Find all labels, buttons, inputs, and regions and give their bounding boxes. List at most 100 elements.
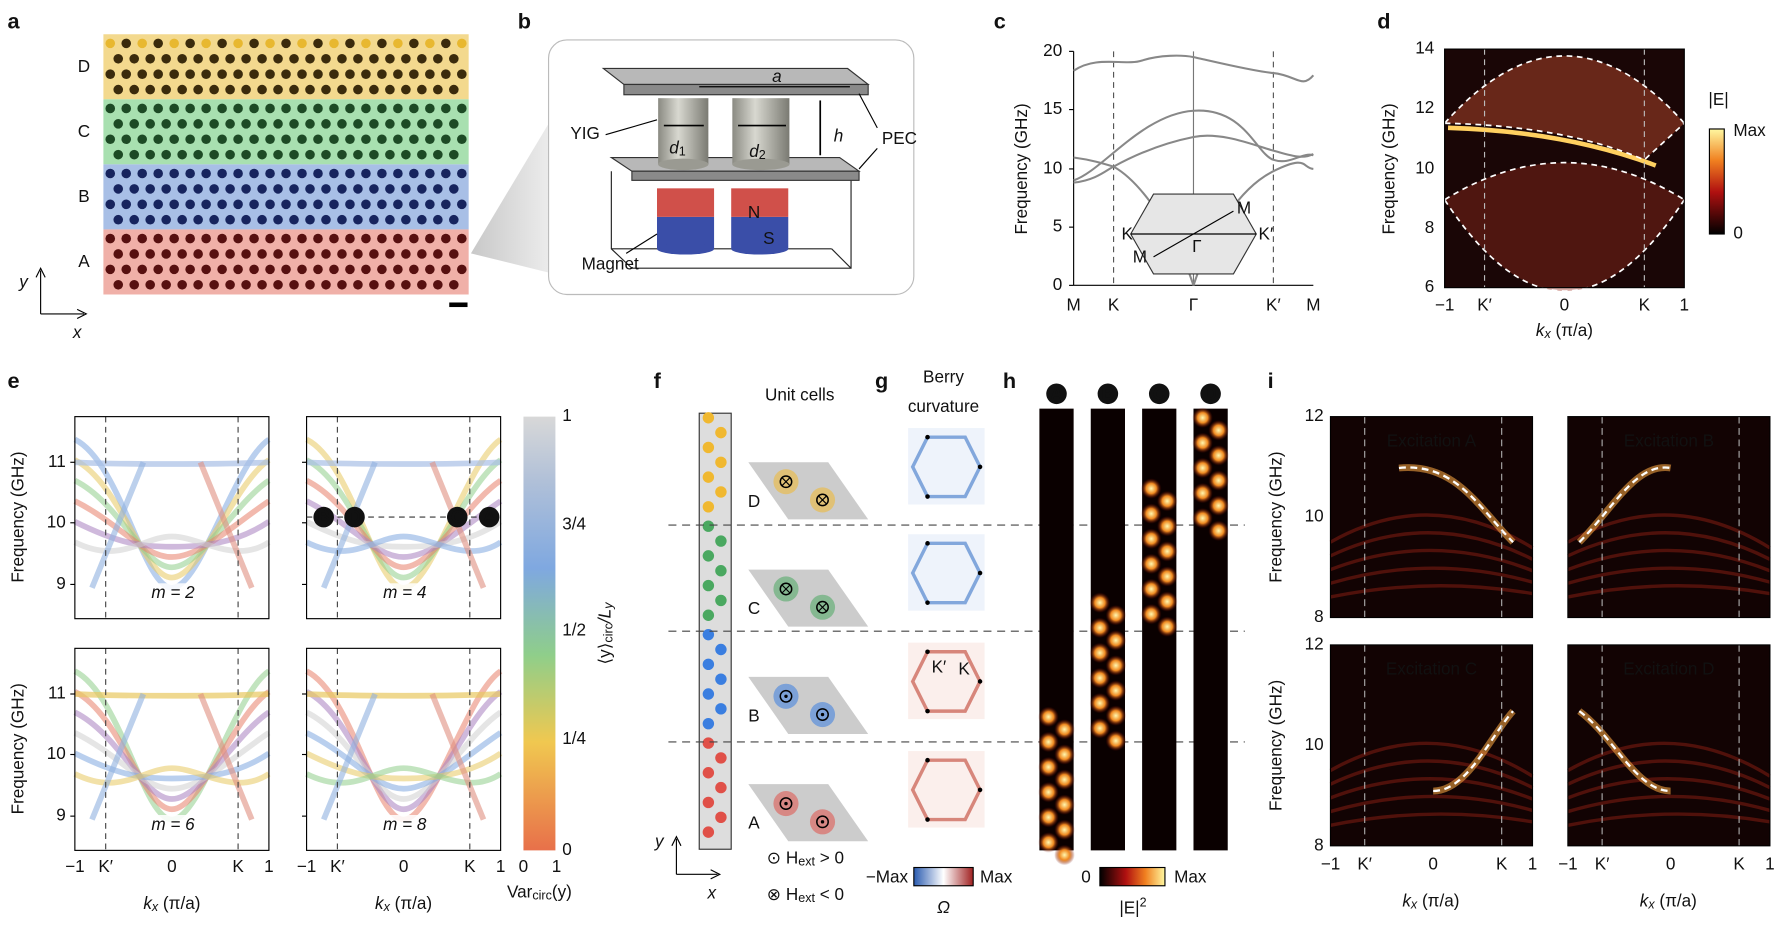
label: Max bbox=[1733, 121, 1766, 140]
lattice-site bbox=[185, 38, 195, 49]
lattice-site bbox=[129, 84, 140, 95]
text-part: k bbox=[1402, 891, 1412, 910]
site bbox=[702, 579, 715, 592]
y-tick-label: 11 bbox=[48, 452, 66, 471]
lattice-site bbox=[377, 38, 387, 49]
line bbox=[605, 119, 658, 136]
lattice-site bbox=[385, 119, 395, 129]
lattice-site bbox=[257, 214, 267, 225]
legend-entry: ⊙ Hext > 0 bbox=[767, 848, 844, 869]
x-tick-label: 1 bbox=[1765, 855, 1775, 874]
colorbar-label: ⟨y⟩circ/Ly bbox=[595, 602, 616, 665]
lattice-site bbox=[457, 199, 467, 210]
label: y bbox=[18, 273, 29, 292]
dot bbox=[1089, 617, 1111, 639]
text-part: k bbox=[1640, 891, 1650, 910]
dot bbox=[1156, 616, 1178, 637]
lattice-site bbox=[281, 69, 291, 79]
colorbar-tick: 1 bbox=[562, 406, 572, 425]
unit-cell bbox=[748, 462, 869, 520]
lattice-site bbox=[441, 233, 451, 244]
site bbox=[715, 781, 727, 794]
lattice-site bbox=[209, 149, 219, 160]
y-axis-label: Frequency (GHz) bbox=[8, 683, 27, 814]
text-part: 1 bbox=[679, 145, 686, 159]
lattice-site bbox=[297, 199, 307, 210]
band bbox=[1073, 134, 1314, 184]
dot bbox=[1156, 591, 1178, 612]
lattice-site bbox=[161, 249, 171, 259]
lattice-site bbox=[193, 149, 203, 160]
lattice-site bbox=[441, 199, 451, 210]
text-part: circ bbox=[532, 889, 552, 903]
shape bbox=[1444, 122, 1685, 161]
lattice-site bbox=[393, 264, 403, 275]
band-region bbox=[1444, 55, 1685, 160]
scale-bar bbox=[449, 302, 468, 308]
lattice-site bbox=[129, 53, 140, 64]
lattice-site bbox=[201, 103, 211, 114]
lattice-site bbox=[233, 69, 243, 79]
lattice-site bbox=[233, 134, 243, 145]
lattice-site bbox=[433, 279, 443, 290]
dot bbox=[1054, 844, 1075, 866]
shape bbox=[306, 459, 501, 467]
lattice-site bbox=[369, 279, 379, 290]
plate bbox=[631, 170, 860, 181]
dot bbox=[1038, 832, 1059, 853]
lattice-site bbox=[401, 249, 411, 259]
lattice-site bbox=[321, 214, 331, 225]
y-tick-label: 11 bbox=[48, 684, 66, 703]
shape bbox=[1567, 566, 1771, 585]
lattice-site bbox=[145, 249, 155, 259]
colorbar-label: |E|2 bbox=[1119, 896, 1146, 917]
dot bbox=[779, 689, 793, 703]
lattice-site bbox=[137, 233, 148, 244]
colorbar-tick: 1/4 bbox=[562, 729, 586, 748]
curvature-edge bbox=[910, 758, 982, 822]
lattice-site bbox=[153, 69, 163, 79]
lattice-site bbox=[393, 38, 403, 49]
lattice-site bbox=[249, 134, 259, 145]
colorbar bbox=[1099, 866, 1166, 887]
shape bbox=[197, 461, 255, 589]
x-tick-label: 0 bbox=[1666, 855, 1676, 874]
lattice-site bbox=[249, 233, 259, 244]
shape bbox=[1329, 531, 1534, 561]
badge bbox=[1046, 383, 1067, 405]
shape bbox=[321, 692, 378, 821]
lattice-site bbox=[417, 184, 427, 194]
shape bbox=[1329, 548, 1534, 573]
band bbox=[73, 457, 271, 581]
x-tick-label: K′ bbox=[98, 857, 113, 876]
lattice-site bbox=[177, 214, 187, 225]
y-axis-label: Frequency (GHz) bbox=[8, 451, 27, 582]
lattice-site bbox=[233, 199, 243, 210]
lattice-site bbox=[433, 119, 443, 129]
row-label: C bbox=[748, 599, 760, 618]
lattice-site bbox=[449, 184, 459, 194]
shape bbox=[1567, 777, 1771, 801]
panel-label: a bbox=[8, 9, 21, 34]
x-axis-label: kx (π/a) bbox=[1536, 321, 1593, 342]
lattice-site bbox=[297, 134, 307, 145]
lattice-site bbox=[457, 134, 467, 145]
badge-label: D bbox=[348, 508, 360, 527]
y-tick-label: 12 bbox=[1415, 98, 1434, 117]
magnet-n bbox=[731, 188, 789, 217]
dot bbox=[1105, 705, 1127, 726]
lattice-site bbox=[265, 38, 275, 49]
lattice-site bbox=[137, 199, 148, 210]
label: d2 bbox=[749, 141, 766, 162]
dot bbox=[1192, 482, 1213, 504]
label: x bbox=[707, 883, 718, 902]
lattice-site bbox=[225, 184, 235, 194]
lattice-site bbox=[369, 119, 379, 129]
lattice-site bbox=[249, 199, 259, 210]
lattice-site bbox=[105, 134, 116, 145]
y-tick-label: 8 bbox=[1314, 835, 1324, 854]
lattice-site bbox=[137, 38, 148, 49]
lattice-site bbox=[113, 184, 124, 194]
lattice-site bbox=[145, 279, 155, 290]
colorbar bbox=[913, 866, 974, 887]
